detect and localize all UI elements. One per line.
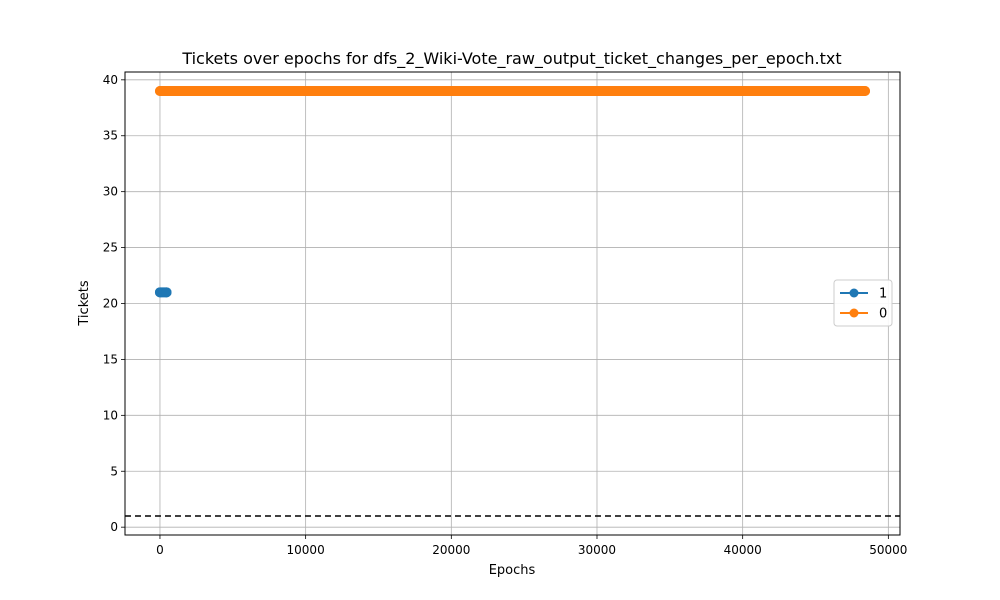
y-tick-label: 10 <box>103 408 118 422</box>
y-tick-label: 20 <box>103 297 118 311</box>
legend-label: 0 <box>879 307 887 322</box>
legend: 10 <box>833 279 893 327</box>
legend-label: 1 <box>879 287 887 302</box>
legend-swatch-marker <box>849 288 859 298</box>
x-tick-label: 50000 <box>869 543 907 557</box>
legend-box <box>833 279 893 327</box>
grid <box>125 72 900 535</box>
y-tick-label: 30 <box>103 185 118 199</box>
y-axis-label: Tickets <box>77 280 92 326</box>
y-tick-label: 25 <box>103 241 118 255</box>
y-tick-label: 40 <box>103 73 118 87</box>
series-0-marker <box>860 86 871 97</box>
x-tick-label: 0 <box>156 543 164 557</box>
y-tick-label: 35 <box>103 129 118 143</box>
x-tick-label: 30000 <box>578 543 616 557</box>
legend-swatch-marker <box>849 308 859 318</box>
x-axis-label: Epochs <box>489 563 536 578</box>
y-tick-label: 0 <box>110 520 118 534</box>
series-0-marker <box>154 86 165 97</box>
series-1-marker <box>161 287 172 298</box>
y-tick-label: 15 <box>103 352 118 366</box>
x-tick-label: 10000 <box>287 543 325 557</box>
y-tick-label: 5 <box>110 464 118 478</box>
x-tick-label: 40000 <box>724 543 762 557</box>
x-tick-label: 20000 <box>432 543 470 557</box>
chart-title: Tickets over epochs for dfs_2_Wiki-Vote_… <box>181 49 841 69</box>
series-layer <box>154 86 871 298</box>
ticks: 0 10000 20000 30000 40000 5000005101520253035… <box>103 73 908 557</box>
